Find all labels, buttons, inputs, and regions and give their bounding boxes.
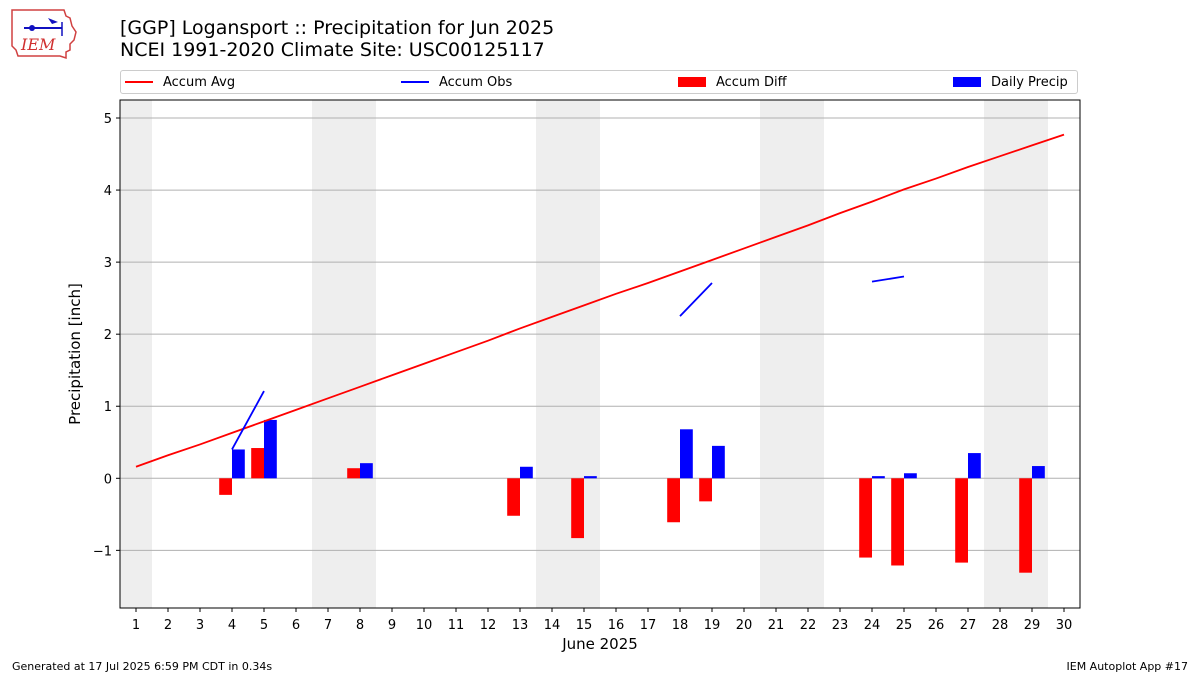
accum-diff-bar bbox=[251, 448, 264, 479]
legend-item-daily-precip: Daily Precip bbox=[953, 71, 1068, 93]
x-axis-label: June 2025 bbox=[561, 635, 638, 653]
accum-diff-bar bbox=[667, 478, 680, 523]
x-tick-label: 15 bbox=[576, 618, 593, 633]
logo-text: IEM bbox=[20, 35, 56, 54]
legend-label-accum-obs: Accum Obs bbox=[439, 74, 513, 90]
accum-avg-line bbox=[135, 133, 1065, 468]
weekend-band bbox=[312, 100, 376, 608]
x-tick-label: 11 bbox=[448, 618, 465, 633]
x-tick-label: 22 bbox=[800, 618, 817, 633]
y-tick-label: −1 bbox=[93, 544, 112, 559]
x-tick-label: 30 bbox=[1056, 618, 1073, 633]
daily-precip-bar bbox=[360, 463, 373, 479]
x-tick-label: 28 bbox=[992, 618, 1009, 633]
chart-subtitle: NCEI 1991-2020 Climate Site: USC00125117 bbox=[120, 39, 545, 61]
accum-obs-segment bbox=[871, 275, 905, 283]
x-tick-label: 6 bbox=[292, 618, 300, 633]
x-tick-label: 16 bbox=[608, 618, 625, 633]
x-tick-label: 25 bbox=[896, 618, 913, 633]
daily-precip-bar bbox=[712, 445, 725, 479]
weekend-band bbox=[760, 100, 824, 608]
weekend-band bbox=[120, 100, 152, 608]
weekend-band bbox=[536, 100, 600, 608]
chart-legend: Accum Avg Accum Obs Accum Diff Daily Pre… bbox=[120, 70, 1078, 94]
accum-diff-bar bbox=[219, 478, 232, 495]
x-tick-label: 23 bbox=[832, 618, 849, 633]
x-tick-label: 24 bbox=[864, 618, 881, 633]
x-tick-label: 13 bbox=[512, 618, 529, 633]
legend-label-accum-avg: Accum Avg bbox=[163, 74, 236, 90]
x-tick-label: 1 bbox=[132, 618, 140, 633]
app-credit: IEM Autoplot App #17 bbox=[1066, 660, 1189, 673]
daily-precip-bar bbox=[264, 419, 277, 479]
legend-swatch-accum-avg bbox=[125, 81, 153, 83]
daily-precip-bar bbox=[904, 473, 917, 479]
accum-obs-segment bbox=[231, 390, 265, 450]
x-tick-label: 29 bbox=[1024, 618, 1041, 633]
legend-item-accum-obs: Accum Obs bbox=[401, 71, 512, 93]
accum-obs-segment bbox=[679, 282, 713, 317]
x-tick-label: 12 bbox=[480, 618, 497, 633]
x-tick-label: 10 bbox=[416, 618, 433, 633]
daily-precip-bar bbox=[584, 476, 597, 479]
daily-precip-bar bbox=[968, 453, 981, 479]
daily-precip-bar bbox=[232, 449, 245, 479]
x-tick-label: 18 bbox=[672, 618, 689, 633]
chart-title: [GGP] Logansport :: Precipitation for Ju… bbox=[120, 17, 555, 39]
iem-logo: IEM bbox=[11, 9, 77, 60]
x-tick-label: 7 bbox=[324, 618, 332, 633]
legend-label-accum-diff: Accum Diff bbox=[716, 74, 787, 90]
x-tick-label: 14 bbox=[544, 618, 561, 633]
y-tick-label: 2 bbox=[104, 328, 112, 343]
legend-label-daily-precip: Daily Precip bbox=[991, 74, 1068, 90]
x-tick-label: 17 bbox=[640, 618, 657, 633]
generated-note: Generated at 17 Jul 2025 6:59 PM CDT in … bbox=[12, 660, 273, 673]
x-tick-label: 27 bbox=[960, 618, 977, 633]
x-tick-label: 21 bbox=[768, 618, 785, 633]
accum-diff-bar bbox=[891, 478, 904, 566]
accum-diff-bar bbox=[859, 478, 872, 558]
y-tick-label: 4 bbox=[104, 184, 112, 199]
daily-precip-bar bbox=[872, 476, 885, 479]
daily-precip-bar bbox=[1032, 466, 1045, 479]
accum-diff-bar bbox=[507, 478, 520, 516]
legend-swatch-daily-precip bbox=[953, 77, 981, 87]
x-tick-label: 9 bbox=[388, 618, 396, 633]
x-tick-label: 4 bbox=[228, 618, 236, 633]
legend-item-accum-diff: Accum Diff bbox=[678, 71, 787, 93]
accum-diff-bar bbox=[699, 478, 712, 502]
y-axis-label: Precipitation [inch] bbox=[66, 283, 84, 425]
weekend-band bbox=[984, 100, 1048, 608]
accum-diff-bar bbox=[571, 478, 584, 539]
daily-precip-bar bbox=[680, 429, 693, 479]
daily-precip-bar bbox=[520, 466, 533, 479]
x-tick-label: 2 bbox=[164, 618, 172, 633]
plot-frame bbox=[119, 99, 1081, 609]
x-tick-label: 3 bbox=[196, 618, 204, 633]
y-tick-label: 5 bbox=[104, 112, 112, 127]
legend-swatch-accum-obs bbox=[401, 81, 429, 83]
x-tick-label: 5 bbox=[260, 618, 268, 633]
legend-swatch-accum-diff bbox=[678, 77, 706, 87]
y-tick-label: 3 bbox=[104, 256, 112, 271]
x-tick-label: 19 bbox=[704, 618, 721, 633]
y-tick-label: 1 bbox=[104, 400, 112, 415]
accum-diff-bar bbox=[955, 478, 968, 563]
y-tick-label: 0 bbox=[104, 472, 112, 487]
legend-item-accum-avg: Accum Avg bbox=[125, 71, 235, 93]
x-tick-label: 26 bbox=[928, 618, 945, 633]
accum-diff-bar bbox=[347, 468, 360, 479]
accum-diff-bar bbox=[1019, 478, 1032, 573]
x-tick-label: 8 bbox=[356, 618, 364, 633]
x-tick-label: 20 bbox=[736, 618, 753, 633]
